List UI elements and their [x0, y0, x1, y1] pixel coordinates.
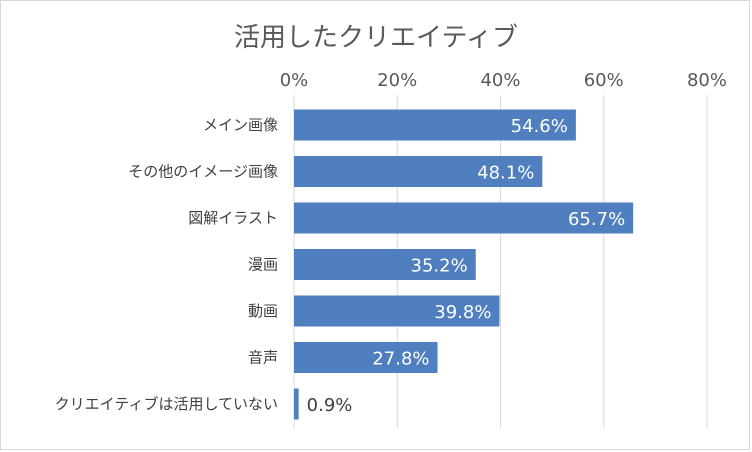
- category-label: 図解イラスト: [188, 209, 278, 227]
- bar: [294, 249, 476, 280]
- category-label: 動画: [248, 302, 278, 320]
- x-tick-label: 60%: [584, 70, 624, 91]
- data-label: 65.7%: [568, 209, 625, 230]
- data-label: 27.8%: [372, 349, 429, 370]
- data-label: 0.9%: [307, 395, 353, 416]
- chart-title: 活用したクリエイティブ: [234, 23, 518, 53]
- bar: [294, 202, 634, 234]
- category-label: その他のイメージ画像: [128, 163, 278, 181]
- x-tick-label: 0%: [280, 70, 309, 91]
- bar: [294, 295, 500, 327]
- category-label: 漫画: [248, 256, 278, 274]
- x-tick-label: 20%: [377, 70, 417, 91]
- data-label: 35.2%: [411, 256, 468, 277]
- data-label: 39.8%: [434, 302, 491, 323]
- data-label: 48.1%: [477, 163, 534, 184]
- category-label: メイン画像: [203, 116, 278, 134]
- category-label: クリエイティブは活用していない: [55, 395, 278, 413]
- bar: [294, 109, 576, 141]
- category-label: 音声: [248, 349, 278, 367]
- x-tick-label: 40%: [480, 70, 520, 91]
- x-tick-label: 80%: [687, 70, 727, 91]
- bar: [294, 342, 438, 373]
- data-label: 54.6%: [511, 116, 568, 137]
- bar: [294, 156, 543, 187]
- bar: [294, 388, 299, 420]
